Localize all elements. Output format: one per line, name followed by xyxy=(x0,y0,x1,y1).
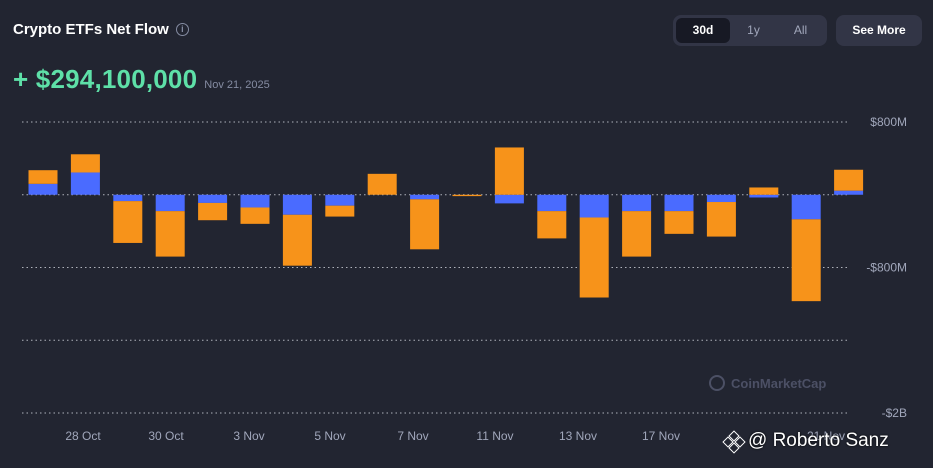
bar-series1-4 xyxy=(198,202,228,221)
binance-logo-icon xyxy=(722,430,746,454)
x-tick-label: 13 Nov xyxy=(559,429,597,443)
chart-header: Crypto ETFs Net Flow i xyxy=(13,21,189,38)
bar-series1-18 xyxy=(791,219,821,302)
range-selector: 30d 1y All xyxy=(673,15,827,46)
bar-series0-15 xyxy=(664,194,694,212)
bar-series0-16 xyxy=(706,194,736,203)
bar-series0-5 xyxy=(240,194,270,208)
bar-series0-4 xyxy=(198,194,228,203)
bar-series1-6 xyxy=(282,214,312,266)
bar-series1-9 xyxy=(410,199,440,250)
bar-series1-2 xyxy=(113,201,143,243)
range-1y-button[interactable]: 1y xyxy=(747,23,760,37)
bar-series0-9 xyxy=(410,194,440,200)
bar-series1-3 xyxy=(155,211,185,257)
net-flow-date: Nov 21, 2025 xyxy=(204,79,270,91)
bar-series0-0 xyxy=(28,183,58,195)
bar-series1-1 xyxy=(70,154,100,173)
bar-series0-7 xyxy=(325,194,355,206)
y-tick-label: -$2B xyxy=(882,406,907,420)
bar-series0-11 xyxy=(494,194,524,204)
bar-series1-13 xyxy=(579,217,609,298)
bar-series1-5 xyxy=(240,207,270,224)
bar-series0-1 xyxy=(70,172,100,195)
x-tick-label: 21 Nov xyxy=(807,429,845,443)
bar-series1-8 xyxy=(367,173,397,195)
coinmarketcap-logo-icon xyxy=(709,375,725,391)
net-flow-value: + $294,100,000 xyxy=(13,64,198,94)
bar-series1-19 xyxy=(834,169,864,191)
y-tick-label: $800M xyxy=(870,115,907,129)
x-tick-label: 30 Oct xyxy=(148,429,184,443)
x-tick-label: 3 Nov xyxy=(233,429,264,443)
range-30d-button[interactable]: 30d xyxy=(676,18,731,43)
bar-series0-14 xyxy=(622,194,652,212)
bar-series0-18 xyxy=(791,194,821,220)
watermark-text: CoinMarketCap xyxy=(731,375,827,391)
x-tick-label: 5 Nov xyxy=(314,429,345,443)
bar-series1-17 xyxy=(749,187,779,195)
chart-title: Crypto ETFs Net Flow xyxy=(13,21,169,38)
watermark: CoinMarketCap xyxy=(709,375,826,391)
bar-series1-12 xyxy=(537,211,567,239)
info-icon[interactable]: i xyxy=(175,23,189,36)
see-more-button[interactable]: See More xyxy=(836,15,922,46)
bar-series0-13 xyxy=(579,194,609,218)
bar-series0-12 xyxy=(537,194,567,212)
bar-series0-19 xyxy=(834,190,864,195)
y-tick-label: -$800M xyxy=(866,261,907,275)
x-tick-label: 28 Oct xyxy=(65,429,101,443)
bar-series1-16 xyxy=(706,202,736,237)
x-tick-label: 17 Nov xyxy=(642,429,680,443)
bar-series1-0 xyxy=(28,170,58,184)
bar-series0-6 xyxy=(282,194,312,215)
credit-text: @ Roberto Sanz xyxy=(748,430,889,451)
bar-series1-7 xyxy=(325,205,355,217)
author-credit: @ Roberto Sanz xyxy=(722,430,889,454)
bar-series0-2 xyxy=(113,194,143,202)
x-tick-label: 11 Nov xyxy=(476,429,513,443)
bar-series1-14 xyxy=(622,211,652,257)
bar-series1-15 xyxy=(664,211,694,234)
bar-series0-3 xyxy=(155,194,185,212)
bar-series0-17 xyxy=(749,194,779,198)
bar-series1-11 xyxy=(494,147,524,195)
net-flow-summary: + $294,100,000 Nov 21, 2025 xyxy=(13,64,270,95)
bar-series1-10 xyxy=(452,194,482,197)
x-tick-label: 7 Nov xyxy=(397,429,428,443)
range-all-button[interactable]: All xyxy=(793,23,808,37)
